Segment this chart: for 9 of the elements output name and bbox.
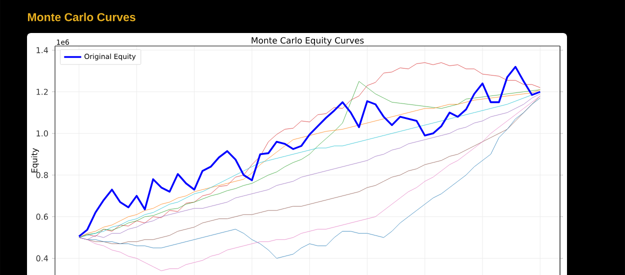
- y-tick-label: 1.4: [36, 47, 48, 54]
- chart-subtitle: Monte Carlo Equity Curves: [252, 37, 364, 46]
- y-tick-label: 0.4: [36, 255, 48, 262]
- y-axis-title: Equity: [31, 148, 39, 172]
- y-tick-label: 1.2: [36, 88, 48, 95]
- y-tick-label: 1.0: [36, 130, 48, 136]
- chart-title: Monte Carlo Curves: [28, 12, 136, 22]
- y-tick-label: 0.8: [36, 172, 48, 178]
- y-tick-label: 0.6: [36, 214, 48, 220]
